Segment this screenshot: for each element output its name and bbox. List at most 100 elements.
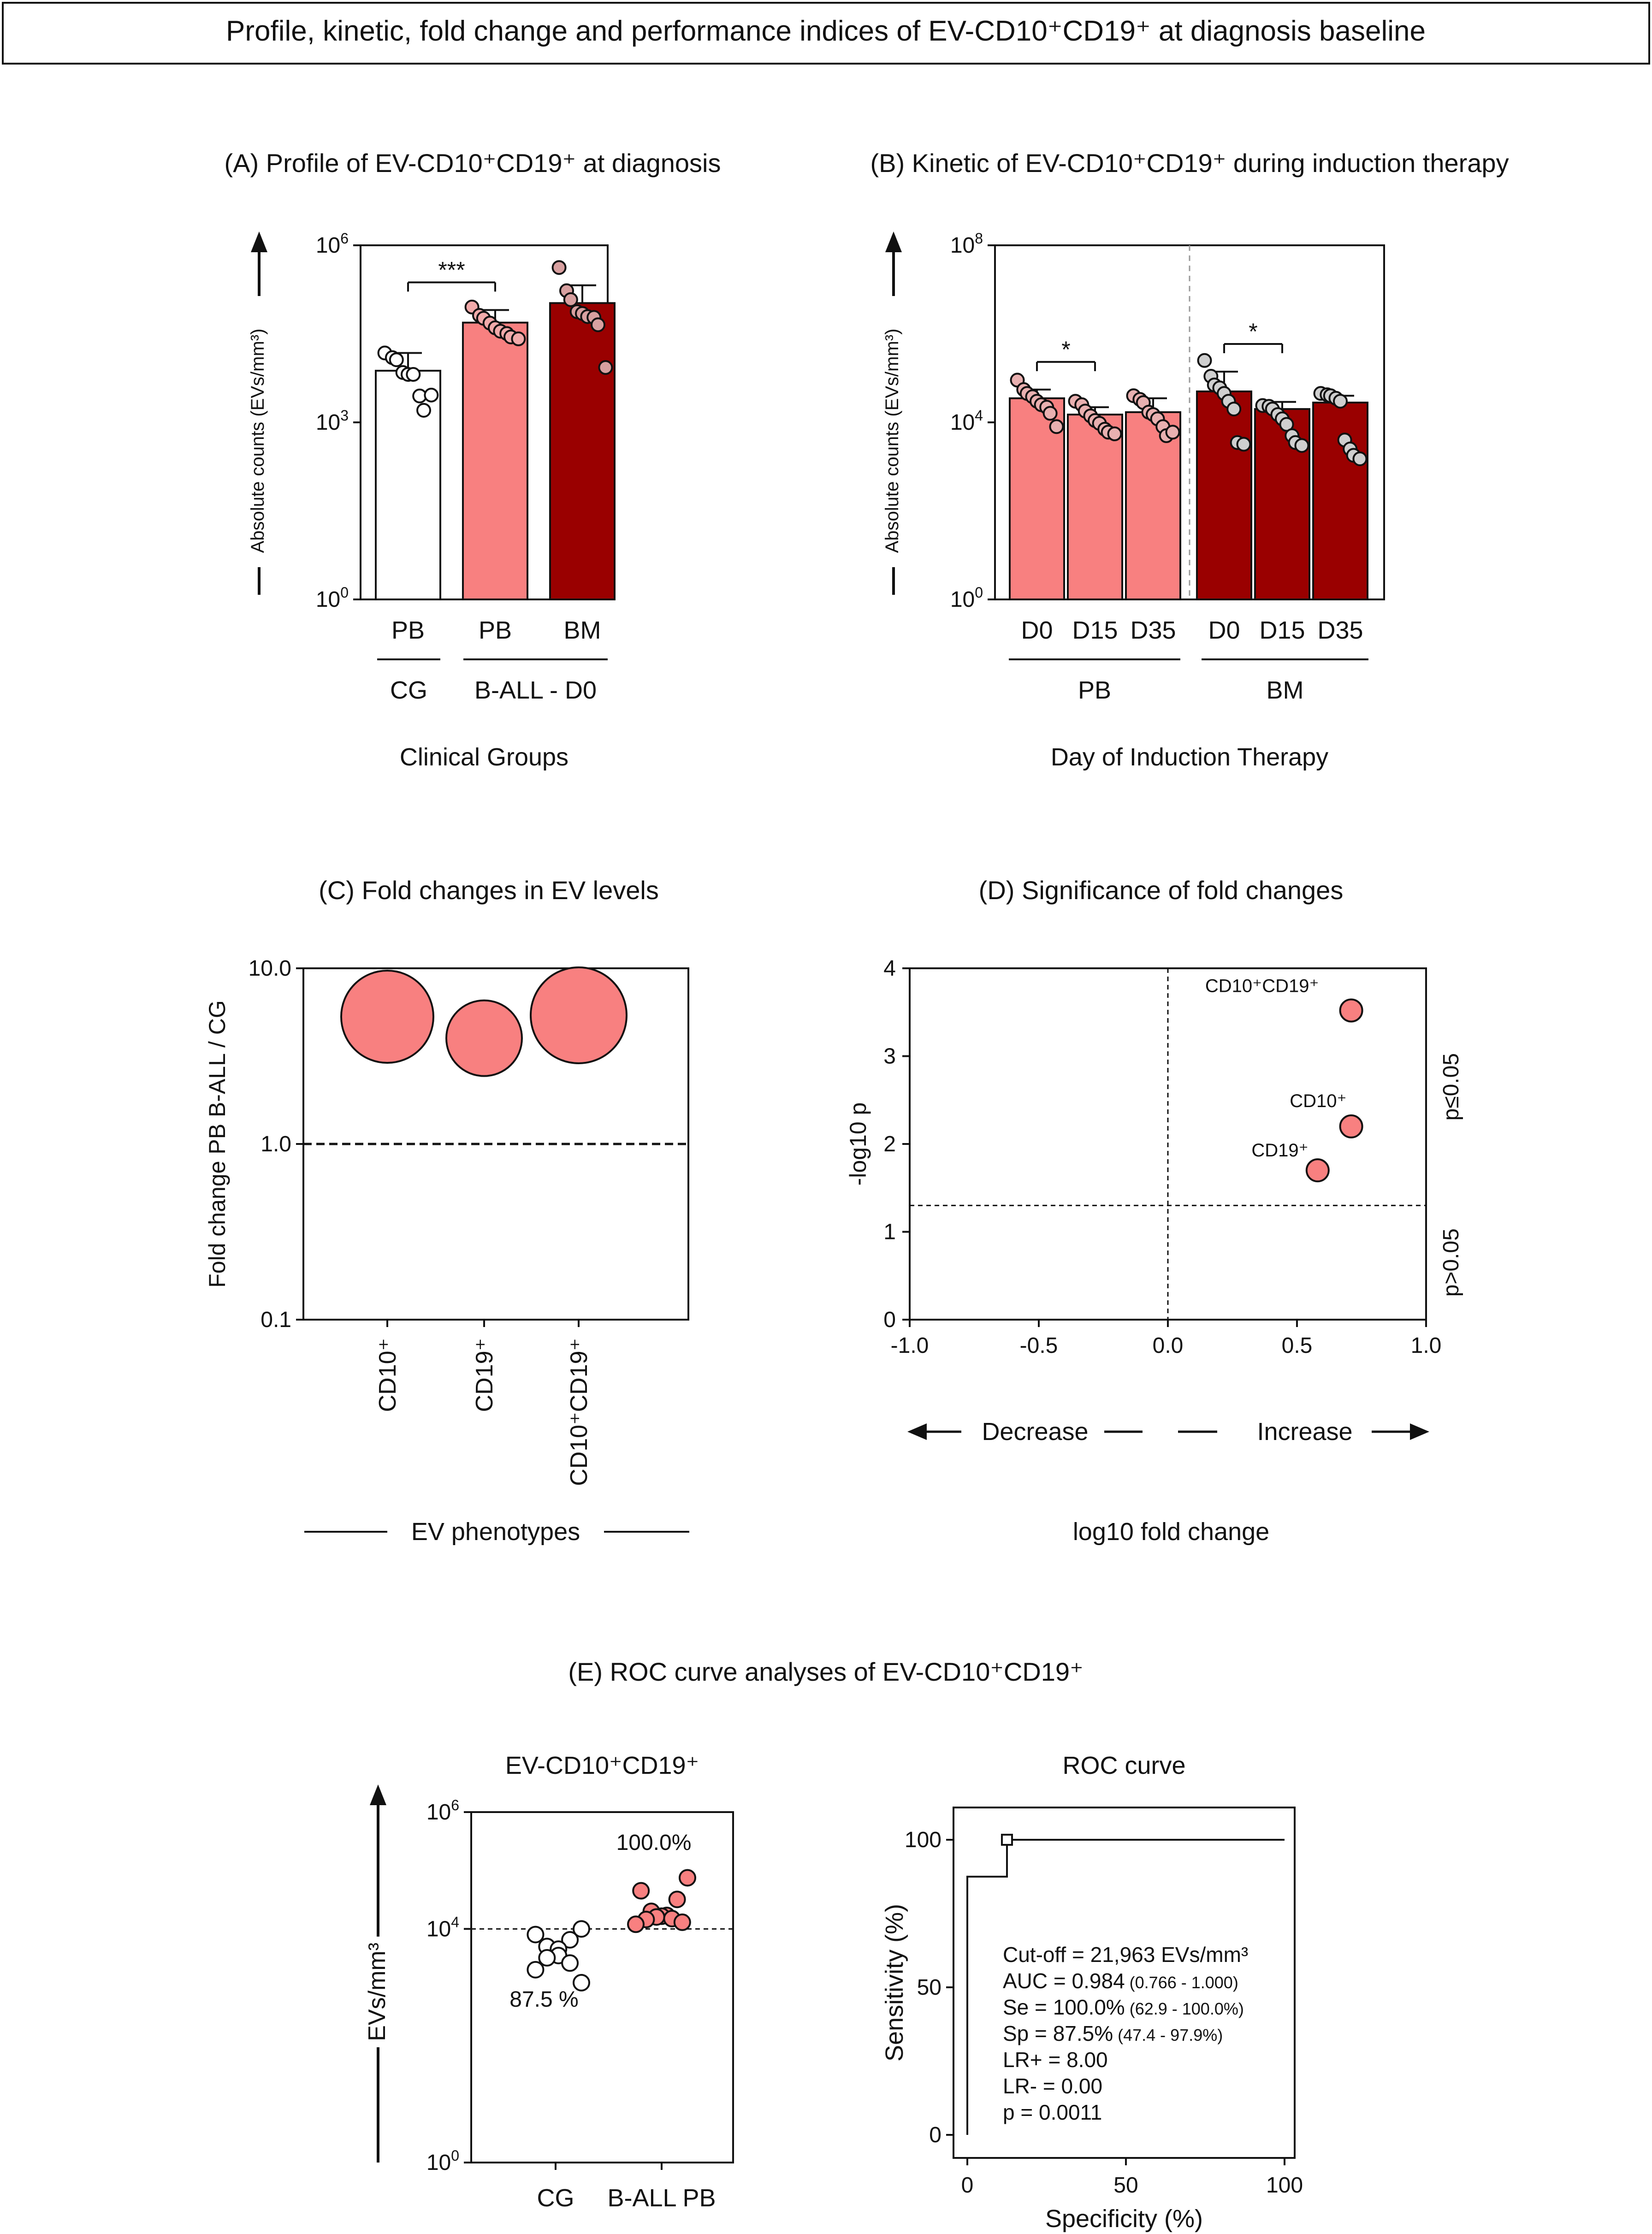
data-point (561, 1931, 579, 1949)
y-tick-label: 106 (316, 230, 349, 258)
data-point (416, 403, 432, 418)
data-point (1042, 406, 1058, 421)
data-point (627, 1915, 645, 1933)
x-tick-label: 0 (961, 2173, 974, 2198)
x-axis-label: Clinical Groups (400, 743, 568, 771)
data-point (1107, 426, 1122, 441)
x-tick-label: D35 (1317, 616, 1363, 644)
panel-a-title: (A) Profile of EV-CD10⁺CD19⁺ at diagnosi… (225, 148, 721, 178)
roc-cutoff-marker (1001, 1834, 1013, 1846)
y-tick-label: 50 (917, 1975, 941, 2000)
panel-d-title: (D) Significance of fold changes (979, 876, 1344, 905)
data-point (573, 1920, 590, 1938)
x-tick-label: PB (391, 616, 425, 644)
increase-arrow-head (1410, 1423, 1429, 1440)
fold-change-bubble (445, 999, 523, 1077)
x-tick-label: 0.5 (1282, 1333, 1313, 1358)
significance-label: * (1061, 337, 1070, 362)
x-tick-label: D15 (1072, 616, 1118, 644)
x-tick-label: D15 (1259, 616, 1305, 644)
header-box (2, 2, 1650, 65)
x-tick-label: 0.0 (1153, 1333, 1184, 1358)
data-point (668, 1890, 686, 1908)
volcano-point-label: CD10⁺CD19⁺ (1205, 976, 1319, 996)
group-label: BM (1267, 676, 1304, 704)
y-tick-label: 10.0 (249, 956, 291, 981)
data-point (561, 1954, 579, 1972)
panel-e-scatter-title: EV-CD10⁺CD19⁺ (505, 1752, 699, 1779)
y-tick-label: 1 (883, 1220, 896, 1244)
y-up-arrow-head (370, 1784, 386, 1805)
y-up-arrow-head (251, 231, 267, 252)
x-tick-label: CD10⁺CD19⁺ (566, 1338, 592, 1486)
panel-a: 100 103 106 Absolute counts (EVs/mm³) PB PB BM… (248, 230, 616, 771)
data-point (511, 331, 526, 346)
y-tick-label: 100 (905, 1828, 941, 1852)
bar-1 (462, 321, 528, 600)
volcano-point (1305, 1158, 1330, 1183)
x-tick-label: 50 (1113, 2173, 1138, 2198)
x-tick-label: D35 (1130, 616, 1176, 644)
x-axis-label: Day of Induction Therapy (1051, 743, 1328, 771)
group-label: B-ALL - D0 (474, 676, 597, 704)
roc-curve (966, 1839, 1285, 2135)
group-label: CG (390, 676, 427, 704)
y-tick-label: 2 (883, 1132, 896, 1156)
x-tick-label: CG (537, 2184, 574, 2212)
volcano-point (1339, 1114, 1363, 1138)
x-tick-label: CD19⁺ (471, 1338, 498, 1412)
y-axis-label: Fold change PB B-ALL / CG (204, 1000, 230, 1287)
data-point (424, 387, 439, 403)
x-tick-label: BM (564, 616, 601, 644)
y-axis-label: Sensitivity (%) (881, 1904, 908, 2062)
y-tick-label: 104 (426, 1914, 459, 1941)
group-label: PB (1078, 676, 1111, 704)
data-point (1294, 438, 1309, 453)
x-tick-label: CD10⁺ (374, 1338, 401, 1412)
data-point (591, 317, 606, 332)
x-tick-label: -1.0 (891, 1333, 929, 1358)
y-tick-label: 0.1 (261, 1308, 291, 1332)
y-tick-label: 100 (950, 584, 983, 612)
roc-stat-line: p = 0.0011 (1003, 2100, 1102, 2124)
panel-e-scatter: EV-CD10⁺CD19⁺ 100 104 106 EVs/mm³ CG B-ALL PB 8… (364, 1752, 734, 2212)
data-point (679, 1869, 696, 1887)
y-tick-label: 3 (883, 1044, 896, 1069)
significant-region-label: p≤0.05 (1439, 1053, 1463, 1120)
y-tick-label: 1.0 (261, 1132, 291, 1156)
data-point (673, 1913, 691, 1931)
bar-0 (375, 369, 441, 601)
data-point (632, 1882, 650, 1900)
nonsignificant-region-label: p>0.05 (1439, 1228, 1463, 1297)
plot-frame (953, 1807, 1296, 2159)
panel-b-title: (B) Kinetic of EV-CD10⁺CD19⁺ during indu… (870, 148, 1509, 178)
decrease-arrow-head (907, 1423, 927, 1440)
y-axis-label: EVs/mm³ (364, 1943, 391, 2041)
roc-stat-line: Sp = 87.5% (47.4 - 97.9%) (1003, 2021, 1223, 2045)
fold-change-bubble (530, 966, 628, 1064)
y-tick-label: 0 (883, 1308, 896, 1332)
roc-stat-line: LR- = 0.00 (1003, 2074, 1102, 2098)
y-tick-label: 4 (883, 956, 896, 981)
increase-label: Increase (1257, 1418, 1352, 1446)
roc-stat-line: AUC = 0.984 (0.766 - 1.000) (1003, 1969, 1238, 1993)
plot-frame (470, 1811, 734, 2163)
significance-label: *** (438, 257, 465, 283)
data-point (1049, 419, 1064, 434)
data-point (1352, 451, 1368, 467)
y-tick-label: 0 (929, 2123, 941, 2147)
panel-e-title: (E) ROC curve analyses of EV-CD10⁺CD19⁺ (568, 1657, 1083, 1686)
roc-stat-line: Se = 100.0% (62.9 - 100.0%) (1003, 1995, 1244, 2019)
data-point (573, 1973, 590, 1991)
bar-1 (1067, 414, 1123, 600)
figure-title: Profile, kinetic, fold change and perfor… (226, 15, 1426, 47)
data-point (527, 1961, 545, 1979)
y-tick-label: 100 (426, 2147, 459, 2175)
decrease-label: Decrease (982, 1418, 1088, 1446)
y-tick-label: 103 (316, 407, 349, 435)
x-tick-label: B-ALL PB (607, 2184, 716, 2212)
bar-2 (1125, 411, 1181, 600)
roc-title: ROC curve (1062, 1752, 1185, 1779)
data-point (389, 352, 404, 367)
